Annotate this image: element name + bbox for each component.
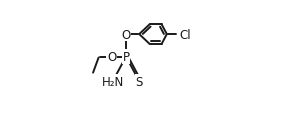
Text: P: P (122, 51, 130, 63)
Text: Cl: Cl (179, 28, 191, 41)
Text: O: O (121, 28, 131, 41)
Text: S: S (136, 75, 143, 88)
Text: O: O (107, 51, 116, 63)
Text: H₂N: H₂N (102, 75, 124, 88)
